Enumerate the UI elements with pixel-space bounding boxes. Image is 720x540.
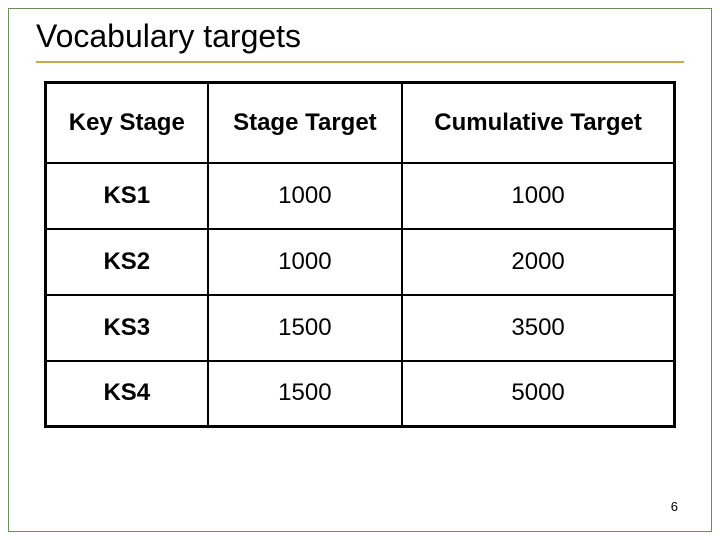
cell-keystage: KS2 <box>46 229 208 295</box>
cell-cumulative: 2000 <box>402 229 674 295</box>
slide-content: Vocabulary targets Key Stage Stage Targe… <box>12 12 708 528</box>
col-header-cumulative: Cumulative Target <box>402 83 674 163</box>
cell-stagetarget: 1500 <box>208 295 403 361</box>
col-header-keystage: Key Stage <box>46 83 208 163</box>
cell-cumulative: 5000 <box>402 361 674 427</box>
table-header-row: Key Stage Stage Target Cumulative Target <box>46 83 675 163</box>
col-header-stagetarget: Stage Target <box>208 83 403 163</box>
cell-keystage: KS1 <box>46 163 208 229</box>
page-number: 6 <box>671 499 678 514</box>
table-row: KS3 1500 3500 <box>46 295 675 361</box>
cell-stagetarget: 1000 <box>208 163 403 229</box>
table-row: KS4 1500 5000 <box>46 361 675 427</box>
table-row: KS1 1000 1000 <box>46 163 675 229</box>
cell-keystage: KS3 <box>46 295 208 361</box>
cell-stagetarget: 1500 <box>208 361 403 427</box>
table-row: KS2 1000 2000 <box>46 229 675 295</box>
vocabulary-table: Key Stage Stage Target Cumulative Target… <box>44 81 676 428</box>
cell-cumulative: 3500 <box>402 295 674 361</box>
cell-cumulative: 1000 <box>402 163 674 229</box>
table-container: Key Stage Stage Target Cumulative Target… <box>36 81 684 428</box>
cell-keystage: KS4 <box>46 361 208 427</box>
cell-stagetarget: 1000 <box>208 229 403 295</box>
page-title: Vocabulary targets <box>36 18 684 63</box>
